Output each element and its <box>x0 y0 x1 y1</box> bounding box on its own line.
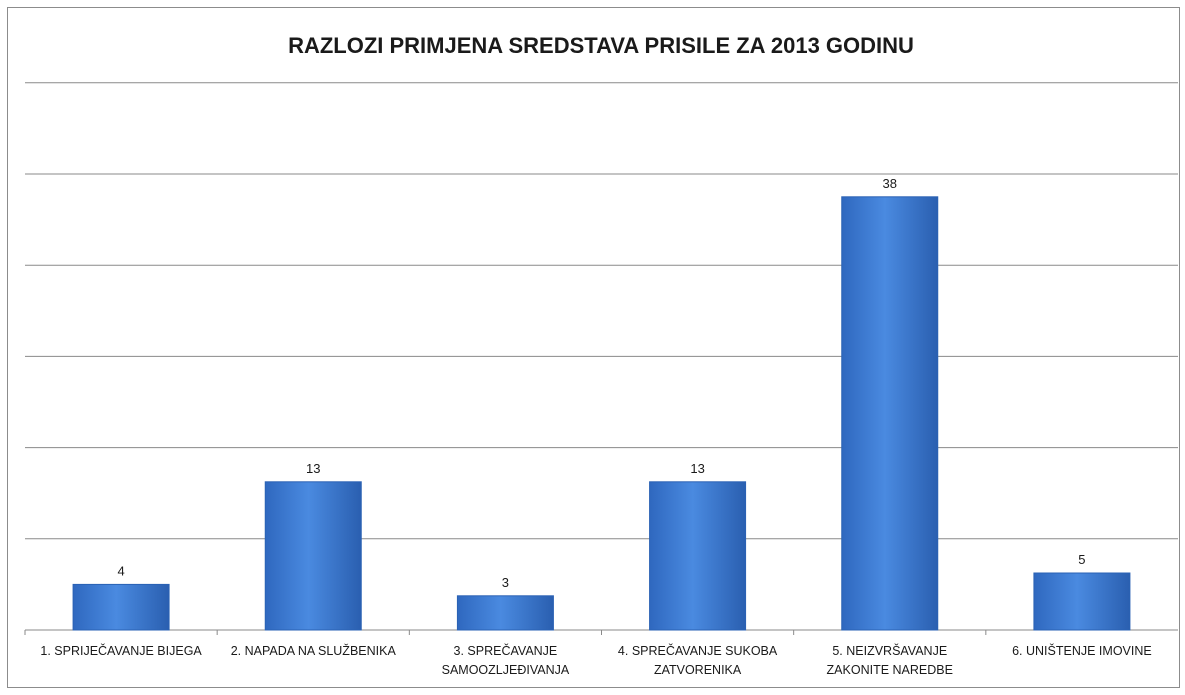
bars <box>72 196 1131 631</box>
data-label: 5 <box>1078 552 1085 567</box>
chart-title: RAZLOZI PRIMJENA SREDSTAVA PRISILE ZA 20… <box>288 33 914 58</box>
data-labels: 4 13 3 13 38 5 <box>117 176 1085 590</box>
bar <box>72 583 170 631</box>
gridlines <box>24 82 1178 635</box>
x-axis-tick-labels: 1. SPRIJEČAVANJE BIJEGA 2. NAPADA NA SLUŽ… <box>40 643 1151 677</box>
data-label: 4 <box>117 563 124 578</box>
bar <box>264 481 362 631</box>
x-tick-label-line: 1. SPRIJEČAVANJE BIJEGA <box>40 643 202 658</box>
x-tick-label: 1. SPRIJEČAVANJE BIJEGA <box>40 643 202 658</box>
x-tick-label-line: ZAKONITE NAREDBE <box>827 663 953 677</box>
data-label: 13 <box>690 461 704 476</box>
x-tick-label-line: 6. UNIŠTENJE IMOVINE <box>1012 643 1152 658</box>
bar <box>649 481 747 631</box>
x-tick-label: 6. UNIŠTENJE IMOVINE <box>1012 643 1152 658</box>
x-tick-label-line: 2. NAPADA NA SLUŽBENIKA <box>231 643 397 658</box>
bar <box>456 595 554 631</box>
x-tick-label-line: 4. SPREČAVANJE SUKOBA <box>618 643 778 658</box>
x-tick-label-line: SAMOOZLJEĐIVANJA <box>442 663 570 677</box>
x-tick-label-line: ZATVORENIKA <box>654 663 742 677</box>
x-tick-label-line: 3. SPREČAVANJE <box>454 643 558 658</box>
data-label: 38 <box>883 176 897 191</box>
chart-frame: RAZLOZI PRIMJENA SREDSTAVA PRISILE ZA 20… <box>7 7 1180 688</box>
x-tick-label: 2. NAPADA NA SLUŽBENIKA <box>231 643 397 658</box>
x-tick-label: 3. SPREČAVANJE SAMOOZLJEĐIVANJA <box>442 643 570 677</box>
bar-chart: RAZLOZI PRIMJENA SREDSTAVA PRISILE ZA 20… <box>24 33 1178 677</box>
bar <box>841 196 939 631</box>
x-tick-label-line: 5. NEIZVRŠAVANJE <box>832 643 947 658</box>
x-tick-label: 5. NEIZVRŠAVANJE ZAKONITE NAREDBE <box>827 643 953 677</box>
x-tick-label: 4. SPREČAVANJE SUKOBA ZATVORENIKA <box>618 643 778 677</box>
bar <box>1033 572 1131 631</box>
data-label: 13 <box>306 461 320 476</box>
data-label: 3 <box>502 575 509 590</box>
